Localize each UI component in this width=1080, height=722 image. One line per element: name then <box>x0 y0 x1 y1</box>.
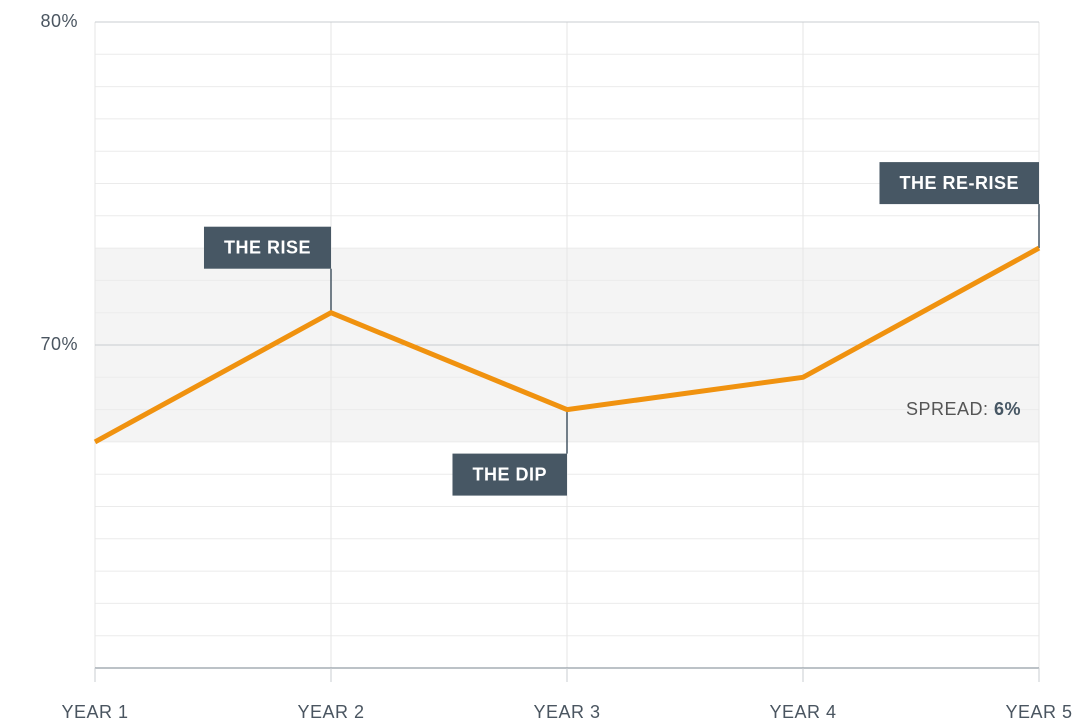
y-tick-label: 80% <box>40 11 78 31</box>
x-tick-label: YEAR 1 <box>61 702 128 722</box>
line-series <box>93 245 1041 445</box>
annotation-box <box>203 226 331 269</box>
x-tick-label: YEAR 4 <box>769 702 836 722</box>
x-tick-label: YEAR 3 <box>533 702 600 722</box>
x-tick-label: YEAR 2 <box>297 702 364 722</box>
x-tick-label: YEAR 5 <box>1005 702 1072 722</box>
spread-value: 6% <box>994 399 1021 419</box>
annotation-box <box>452 453 567 496</box>
spread-title: SPREAD: <box>906 399 989 419</box>
annotation-label: THE RE-RISE <box>899 173 1019 193</box>
annotation-label: THE DIP <box>472 464 547 484</box>
annotation-label: THE RISE <box>224 237 311 257</box>
spread-label: SPREAD: 6% <box>906 399 1021 419</box>
y-tick-label: 70% <box>40 334 78 354</box>
annotation-box <box>879 162 1039 205</box>
